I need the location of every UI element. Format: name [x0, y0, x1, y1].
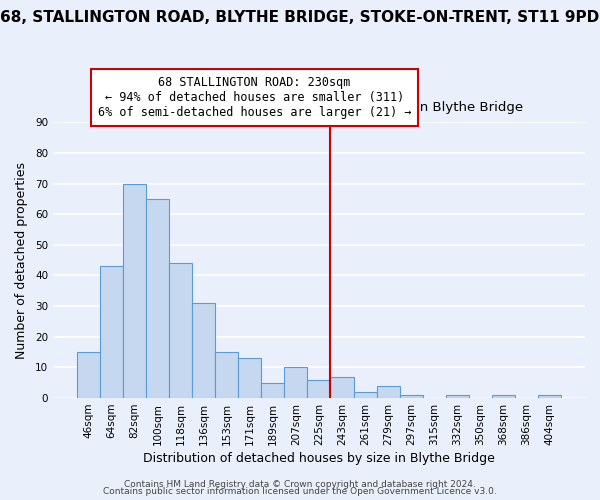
Bar [331, 376, 353, 398]
Bar [284, 368, 307, 398]
Bar [77, 352, 100, 398]
Bar [169, 263, 192, 398]
Bar [492, 395, 515, 398]
Bar [238, 358, 262, 398]
Bar [377, 386, 400, 398]
Bar [262, 382, 284, 398]
Bar [307, 380, 331, 398]
Y-axis label: Number of detached properties: Number of detached properties [15, 162, 28, 358]
X-axis label: Distribution of detached houses by size in Blythe Bridge: Distribution of detached houses by size … [143, 452, 495, 465]
Bar [446, 395, 469, 398]
Bar [123, 184, 146, 398]
Bar [146, 199, 169, 398]
Text: 68, STALLINGTON ROAD, BLYTHE BRIDGE, STOKE-ON-TRENT, ST11 9PD: 68, STALLINGTON ROAD, BLYTHE BRIDGE, STO… [1, 10, 599, 25]
Bar [100, 266, 123, 398]
Bar [353, 392, 377, 398]
Bar [215, 352, 238, 398]
Text: Contains HM Land Registry data © Crown copyright and database right 2024.: Contains HM Land Registry data © Crown c… [124, 480, 476, 489]
Text: Contains public sector information licensed under the Open Government Licence v3: Contains public sector information licen… [103, 487, 497, 496]
Title: Size of property relative to detached houses in Blythe Bridge: Size of property relative to detached ho… [115, 101, 523, 114]
Bar [400, 395, 422, 398]
Bar [538, 395, 561, 398]
Bar [192, 303, 215, 398]
Text: 68 STALLINGTON ROAD: 230sqm
← 94% of detached houses are smaller (311)
6% of sem: 68 STALLINGTON ROAD: 230sqm ← 94% of det… [98, 76, 411, 119]
